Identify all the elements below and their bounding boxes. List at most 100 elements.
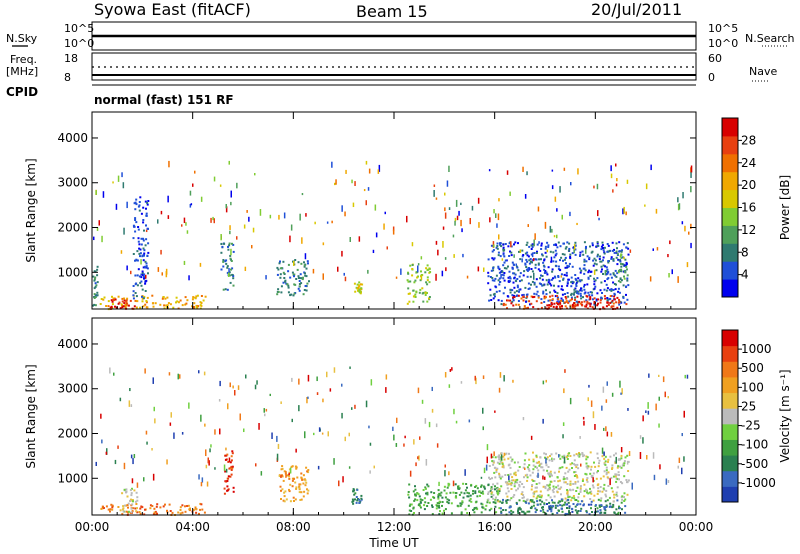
data-cell bbox=[596, 510, 599, 513]
data-cell bbox=[96, 294, 99, 297]
data-cell bbox=[276, 293, 279, 296]
data-cell bbox=[134, 299, 137, 302]
data-cell bbox=[492, 258, 495, 261]
data-cell bbox=[93, 278, 96, 281]
data-cell bbox=[538, 464, 541, 467]
data-cell bbox=[613, 248, 615, 251]
data-cell bbox=[551, 501, 554, 504]
data-cell bbox=[488, 465, 491, 467]
data-cell bbox=[551, 512, 554, 515]
data-cell bbox=[579, 488, 582, 491]
data-cell bbox=[341, 383, 343, 387]
data-cell bbox=[409, 280, 412, 283]
data-cell bbox=[135, 221, 138, 224]
data-cell bbox=[481, 490, 484, 493]
data-cell bbox=[563, 503, 565, 506]
beam-label: Beam 15 bbox=[356, 2, 428, 21]
data-cell bbox=[495, 496, 497, 499]
data-cell bbox=[554, 504, 557, 507]
data-cell bbox=[374, 204, 377, 211]
data-cell bbox=[513, 276, 516, 279]
data-cell bbox=[546, 249, 549, 253]
data-cell bbox=[521, 497, 524, 499]
data-cell bbox=[622, 263, 625, 266]
data-cell bbox=[513, 291, 516, 294]
data-cell bbox=[205, 449, 207, 457]
data-cell bbox=[567, 295, 570, 298]
data-cell bbox=[527, 255, 530, 258]
data-cell bbox=[358, 236, 361, 242]
data-cell bbox=[588, 384, 590, 388]
data-cell bbox=[408, 483, 411, 486]
data-cell bbox=[291, 485, 294, 488]
data-cell bbox=[435, 507, 438, 510]
data-cell bbox=[508, 255, 511, 257]
cpid-text: normal (fast) 151 RF bbox=[94, 93, 234, 107]
data-cell bbox=[437, 497, 440, 500]
data-cell bbox=[574, 253, 577, 256]
data-cell bbox=[605, 495, 608, 498]
data-cell bbox=[491, 456, 494, 459]
data-cell bbox=[568, 505, 571, 508]
data-cell bbox=[542, 469, 545, 472]
data-cell bbox=[307, 374, 310, 382]
data-cell bbox=[525, 266, 528, 268]
data-cell bbox=[570, 281, 573, 284]
data-cell bbox=[195, 508, 198, 510]
data-cell bbox=[570, 285, 573, 288]
data-cell bbox=[530, 505, 533, 508]
data-cell bbox=[497, 279, 500, 282]
data-cell bbox=[621, 498, 624, 501]
data-cell bbox=[493, 209, 495, 214]
data-cell bbox=[604, 463, 607, 466]
data-cell bbox=[349, 237, 351, 242]
data-cell bbox=[535, 300, 538, 303]
data-cell bbox=[553, 495, 556, 498]
data-cell bbox=[132, 224, 135, 227]
data-cell bbox=[125, 510, 128, 513]
data-cell bbox=[596, 277, 599, 280]
data-cell bbox=[510, 509, 513, 512]
data-cell bbox=[550, 510, 553, 513]
data-cell bbox=[548, 475, 551, 478]
data-cell bbox=[612, 259, 615, 262]
data-cell bbox=[549, 496, 552, 499]
data-cell bbox=[516, 478, 519, 481]
data-cell bbox=[422, 300, 425, 303]
colorbar-segment bbox=[722, 135, 738, 155]
data-cell bbox=[96, 291, 99, 294]
data-cell bbox=[445, 492, 448, 495]
data-cell bbox=[543, 259, 546, 262]
data-cell bbox=[585, 478, 588, 481]
data-cell bbox=[613, 251, 616, 254]
data-cell bbox=[565, 466, 568, 469]
data-cell bbox=[609, 505, 612, 508]
data-cell bbox=[678, 203, 681, 210]
data-cell bbox=[567, 278, 570, 281]
data-cell bbox=[492, 267, 495, 270]
data-cell bbox=[531, 484, 534, 486]
data-cell bbox=[112, 297, 115, 300]
data-cell bbox=[609, 295, 612, 297]
data-cell bbox=[619, 481, 622, 483]
data-cell bbox=[288, 490, 291, 493]
data-cell bbox=[140, 237, 143, 240]
data-cell bbox=[466, 512, 469, 514]
data-cell bbox=[507, 490, 510, 493]
data-cell bbox=[239, 413, 241, 421]
data-cell bbox=[623, 500, 626, 502]
data-cell bbox=[493, 244, 495, 248]
data-cell bbox=[588, 294, 591, 297]
data-cell bbox=[528, 300, 531, 303]
data-cell bbox=[606, 499, 609, 502]
data-cell bbox=[566, 281, 569, 284]
data-cell bbox=[220, 242, 223, 245]
data-cell bbox=[369, 442, 372, 446]
data-cell bbox=[621, 495, 624, 498]
data-cell bbox=[618, 250, 621, 253]
data-cell bbox=[492, 501, 495, 504]
data-cell bbox=[506, 307, 508, 310]
data-cell bbox=[559, 500, 561, 503]
data-cell bbox=[125, 504, 127, 507]
data-cell bbox=[582, 253, 585, 256]
